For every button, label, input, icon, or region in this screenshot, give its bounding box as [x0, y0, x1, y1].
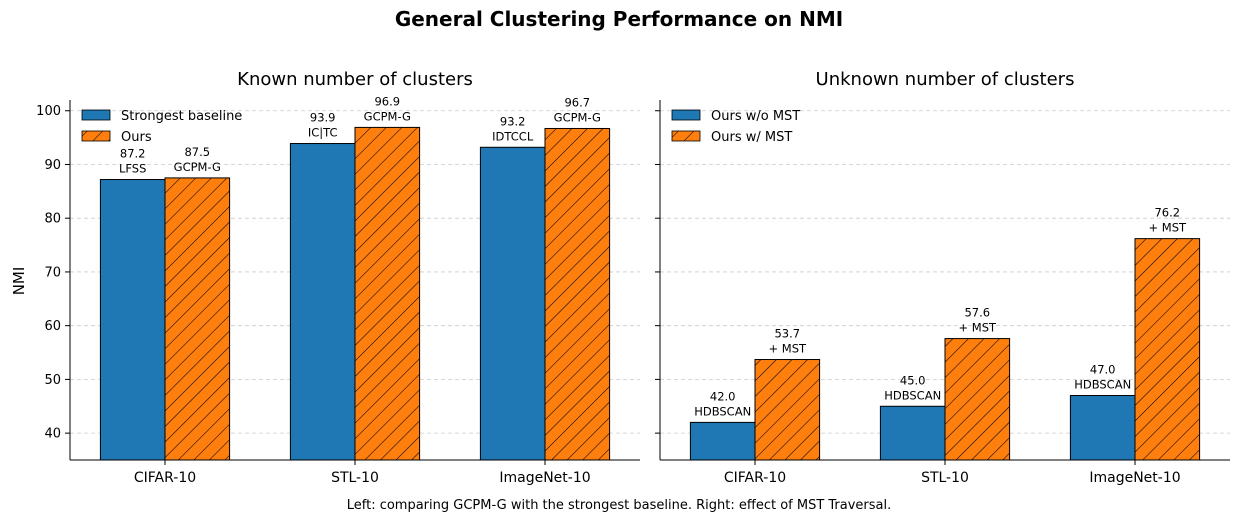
bar-blue-cifar-10	[689, 421, 756, 461]
figure-caption: Left: comparing GCPM-G with the stronges…	[347, 498, 892, 513]
bar-method-label: GCPM-G	[364, 109, 411, 123]
figure-title: General Clustering Performance on NMI	[395, 7, 843, 31]
y-tick-label: 80	[44, 212, 61, 227]
legend-label: Ours	[121, 130, 152, 145]
bar-value-label: 87.5	[184, 145, 210, 159]
bar-method-label: HDBSCAN	[884, 388, 941, 402]
y-tick-label: 50	[44, 373, 61, 388]
legend-label: Ours w/o MST	[711, 109, 800, 124]
x-tick-label: STL-10	[331, 470, 379, 486]
bar-value-label: 47.0	[1090, 363, 1116, 377]
bar-method-label: + MST	[769, 342, 808, 356]
bar-orange-imagenet-10	[1134, 238, 1201, 461]
bar-method-label: GCPM-G	[174, 160, 221, 174]
x-tick-label: ImageNet-10	[499, 470, 590, 486]
bar-value-label: 53.7	[774, 327, 800, 341]
x-tick-label: CIFAR-10	[724, 470, 786, 486]
bar-blue-cifar-10	[99, 179, 166, 461]
x-tick-label: CIFAR-10	[134, 470, 196, 486]
bar-method-label: HDBSCAN	[694, 404, 751, 418]
bar-method-label: IC|TC	[308, 126, 338, 140]
bar-method-label: + MST	[959, 321, 998, 335]
legend-swatch	[671, 130, 701, 142]
bar-orange-stl-10	[944, 338, 1011, 461]
bar-blue-imagenet-10	[479, 146, 546, 461]
panel-title-unknown: Unknown number of clusters	[816, 69, 1075, 90]
y-tick-label: 70	[44, 265, 61, 280]
bar-value-label: 76.2	[1154, 206, 1180, 220]
bar-value-label: 45.0	[900, 373, 926, 387]
y-tick-label: 100	[36, 104, 61, 119]
bar-orange-cifar-10	[754, 359, 821, 461]
bar-value-label: 42.0	[710, 389, 736, 403]
legend-swatch	[81, 130, 111, 142]
bar-value-label: 93.2	[500, 114, 526, 128]
bar-method-label: HDBSCAN	[1074, 378, 1131, 392]
bar-blue-stl-10	[879, 405, 946, 461]
bar-value-label: 96.9	[374, 94, 400, 108]
bar-orange-stl-10	[354, 126, 421, 461]
x-tick-label: STL-10	[921, 470, 969, 486]
y-tick-label: 60	[44, 319, 61, 334]
x-tick-label: ImageNet-10	[1089, 470, 1180, 486]
bar-orange-imagenet-10	[544, 127, 611, 461]
bar-blue-stl-10	[289, 143, 356, 461]
y-tick-label: 90	[44, 158, 61, 173]
bar-value-label: 87.2	[120, 147, 146, 161]
bar-value-label: 93.9	[310, 111, 336, 125]
bar-method-label: + MST	[1149, 221, 1188, 235]
legend-label: Strongest baseline	[121, 109, 242, 124]
panel-title-known: Known number of clusters	[237, 69, 473, 90]
bar-value-label: 96.7	[564, 95, 590, 109]
y-axis-label: NMI	[10, 267, 28, 296]
legend-swatch	[671, 109, 701, 121]
bar-method-label: GCPM-G	[554, 110, 601, 124]
bar-blue-imagenet-10	[1069, 395, 1136, 461]
bar-value-label: 57.6	[964, 306, 990, 320]
y-tick-label: 40	[44, 427, 61, 442]
bar-method-label: LFSS	[119, 162, 146, 176]
legend-swatch	[81, 109, 111, 121]
bar-orange-cifar-10	[164, 177, 231, 461]
bar-method-label: IDTCCL	[492, 129, 534, 143]
legend-label: Ours w/ MST	[711, 130, 792, 145]
